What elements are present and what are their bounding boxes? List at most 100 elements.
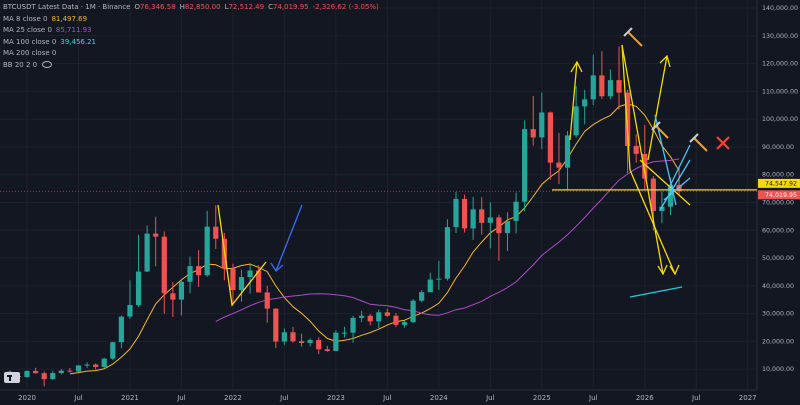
indicator-value: 81,497.69 <box>51 14 88 23</box>
candle-body <box>273 308 279 342</box>
candle-body <box>625 92 631 146</box>
candle-body <box>667 184 674 207</box>
candle-body <box>461 198 468 229</box>
candle-body <box>170 293 176 300</box>
ma-line <box>69 103 680 375</box>
ohlc-value: 82,850.00 <box>184 3 221 11</box>
candle-body <box>513 201 519 222</box>
candle-body <box>290 332 296 342</box>
candle-body <box>324 349 330 351</box>
indicator-name: MA 25 close 0 <box>3 26 52 34</box>
ohlc-label: L <box>224 3 229 11</box>
candle-body <box>547 112 553 163</box>
y-tick-label: 90,000.00 <box>762 144 794 151</box>
candle-body <box>436 278 442 280</box>
candle-body <box>504 221 511 234</box>
hammer-icon <box>623 27 643 47</box>
y-tick-label: 40,000.00 <box>762 283 794 290</box>
candle-body <box>213 226 219 239</box>
candle-body <box>264 292 270 309</box>
indicator-value: 85,711.93 <box>55 26 92 34</box>
candle-body <box>642 153 648 179</box>
price-tag <box>758 190 800 200</box>
drawing-line <box>217 204 267 307</box>
cross-icon <box>716 136 730 150</box>
x-tick-label: 2021 <box>121 394 139 402</box>
candle-body <box>41 373 47 380</box>
indicator-row: MA 200 close 0 <box>3 48 379 60</box>
candle-body <box>153 233 159 237</box>
candle-body <box>93 364 99 367</box>
x-tick-label: 2026 <box>636 394 654 402</box>
visibility-icon[interactable] <box>42 61 53 68</box>
x-tick-label: 2024 <box>430 394 448 402</box>
candle-body <box>238 277 245 291</box>
candle-body <box>496 217 502 234</box>
candle-body <box>84 364 90 366</box>
drawing-line <box>629 286 683 298</box>
logo <box>4 372 20 383</box>
price-tag-label: 74,019.95 <box>765 192 797 199</box>
x-tick-label: 2027 <box>739 394 757 402</box>
candle-body <box>110 342 116 359</box>
drawing-line <box>621 44 676 275</box>
indicator-name: BB 20 2 0 <box>3 60 38 69</box>
change: -2,326.62 (-3.05%) <box>312 3 379 11</box>
y-tick-label: 140,000.00 <box>762 5 798 12</box>
candle-body <box>616 80 622 93</box>
price-tag-label: 74,547.92 <box>765 181 797 188</box>
drawing-arrow <box>621 44 664 275</box>
candle-body <box>539 112 545 138</box>
candle-body <box>75 365 82 372</box>
drawing-line <box>667 144 691 191</box>
candle-body <box>367 315 373 322</box>
y-tick-label: 130,000.00 <box>762 33 798 40</box>
grid <box>0 0 757 390</box>
candle-body <box>359 315 365 318</box>
candle-body <box>350 317 356 333</box>
indicator-row: BB 20 2 0 <box>3 60 379 72</box>
indicator-row: MA 8 close 0 81,497.69 <box>3 14 379 26</box>
y-tick-label: 30,000.00 <box>762 311 794 318</box>
candle-body <box>24 370 30 377</box>
ohlc-label: H <box>179 3 185 11</box>
ohlc-label: C <box>268 3 273 11</box>
price-tag <box>758 178 800 188</box>
candle-body <box>633 145 639 154</box>
x-tick-label: 2022 <box>224 394 242 402</box>
y-tick-label: 80,000.00 <box>762 172 794 179</box>
x-tick-label: 2020 <box>18 394 36 402</box>
y-tick-label: 50,000.00 <box>762 255 794 262</box>
candle-body <box>401 322 408 325</box>
x-tick-label: Jul <box>176 394 186 402</box>
candle-body <box>196 266 202 276</box>
candle-body <box>256 270 262 293</box>
candle-body <box>650 178 656 212</box>
y-tick-label: 70,000.00 <box>762 200 794 207</box>
ma-line <box>215 158 680 322</box>
x-tick-label: Jul <box>588 394 598 402</box>
candle-body <box>127 304 133 317</box>
indicator-name: MA 200 close 0 <box>3 49 57 57</box>
drawing-line <box>639 159 691 206</box>
x-tick-label: Jul <box>485 394 495 402</box>
drawing-arrow <box>647 55 668 161</box>
candle-body <box>676 184 682 192</box>
candle-body <box>410 300 416 323</box>
drawing-arrow <box>275 204 303 272</box>
x-tick-label: Jul <box>691 394 701 402</box>
candle-body <box>178 281 185 300</box>
candle-body <box>470 209 476 229</box>
drawing-arrow <box>569 61 578 141</box>
candle-body <box>144 233 150 272</box>
candle-body <box>247 270 253 278</box>
candle-body <box>101 358 107 367</box>
indicator-value: 39,456.21 <box>60 37 96 46</box>
y-tick-label: 20,000.00 <box>762 338 794 345</box>
candle-body <box>573 106 579 136</box>
candle-body <box>341 332 348 334</box>
candle-body <box>187 266 193 282</box>
candle-body <box>281 332 287 342</box>
axes: 10,000.00 20,000.00 30,000.00 40,000.00 50,0… <box>18 5 800 402</box>
